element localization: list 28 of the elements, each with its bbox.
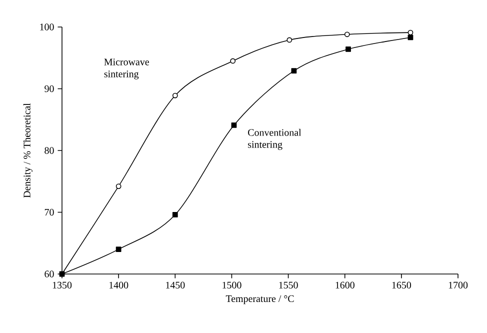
y-tick-label: 60 [44, 270, 54, 278]
y-tick-label: 80 [44, 147, 54, 154]
text: Microwave sintering [104, 58, 149, 80]
x-tick-label: 1400 [109, 282, 128, 288]
x-tick-label: 1700 [448, 282, 468, 288]
x-tick-label: 1650 [392, 282, 412, 288]
x-tick-label: 1550 [279, 282, 298, 288]
point [231, 122, 237, 128]
x-tick-label: 1450 [166, 282, 185, 288]
x-axis-title: Temperature / °C [226, 295, 294, 304]
y-tick-label: 100 [40, 24, 54, 30]
point [230, 58, 236, 64]
point [116, 246, 122, 252]
y-axis-title: Density / % Theoretical [23, 103, 32, 198]
y-tick-label: 70 [44, 208, 54, 216]
x-tick-label: 1500 [222, 282, 242, 288]
point [408, 30, 414, 36]
point [172, 212, 178, 218]
y-tick-label: 90 [44, 85, 54, 92]
x-tick-label: 1350 [52, 282, 72, 288]
series-label: Conventional sintering [248, 128, 302, 150]
point [172, 92, 178, 98]
point [344, 32, 350, 38]
point [346, 46, 351, 52]
point [286, 37, 292, 43]
x-tick-label: 1600 [336, 282, 354, 288]
point [116, 184, 122, 190]
point [291, 68, 297, 74]
